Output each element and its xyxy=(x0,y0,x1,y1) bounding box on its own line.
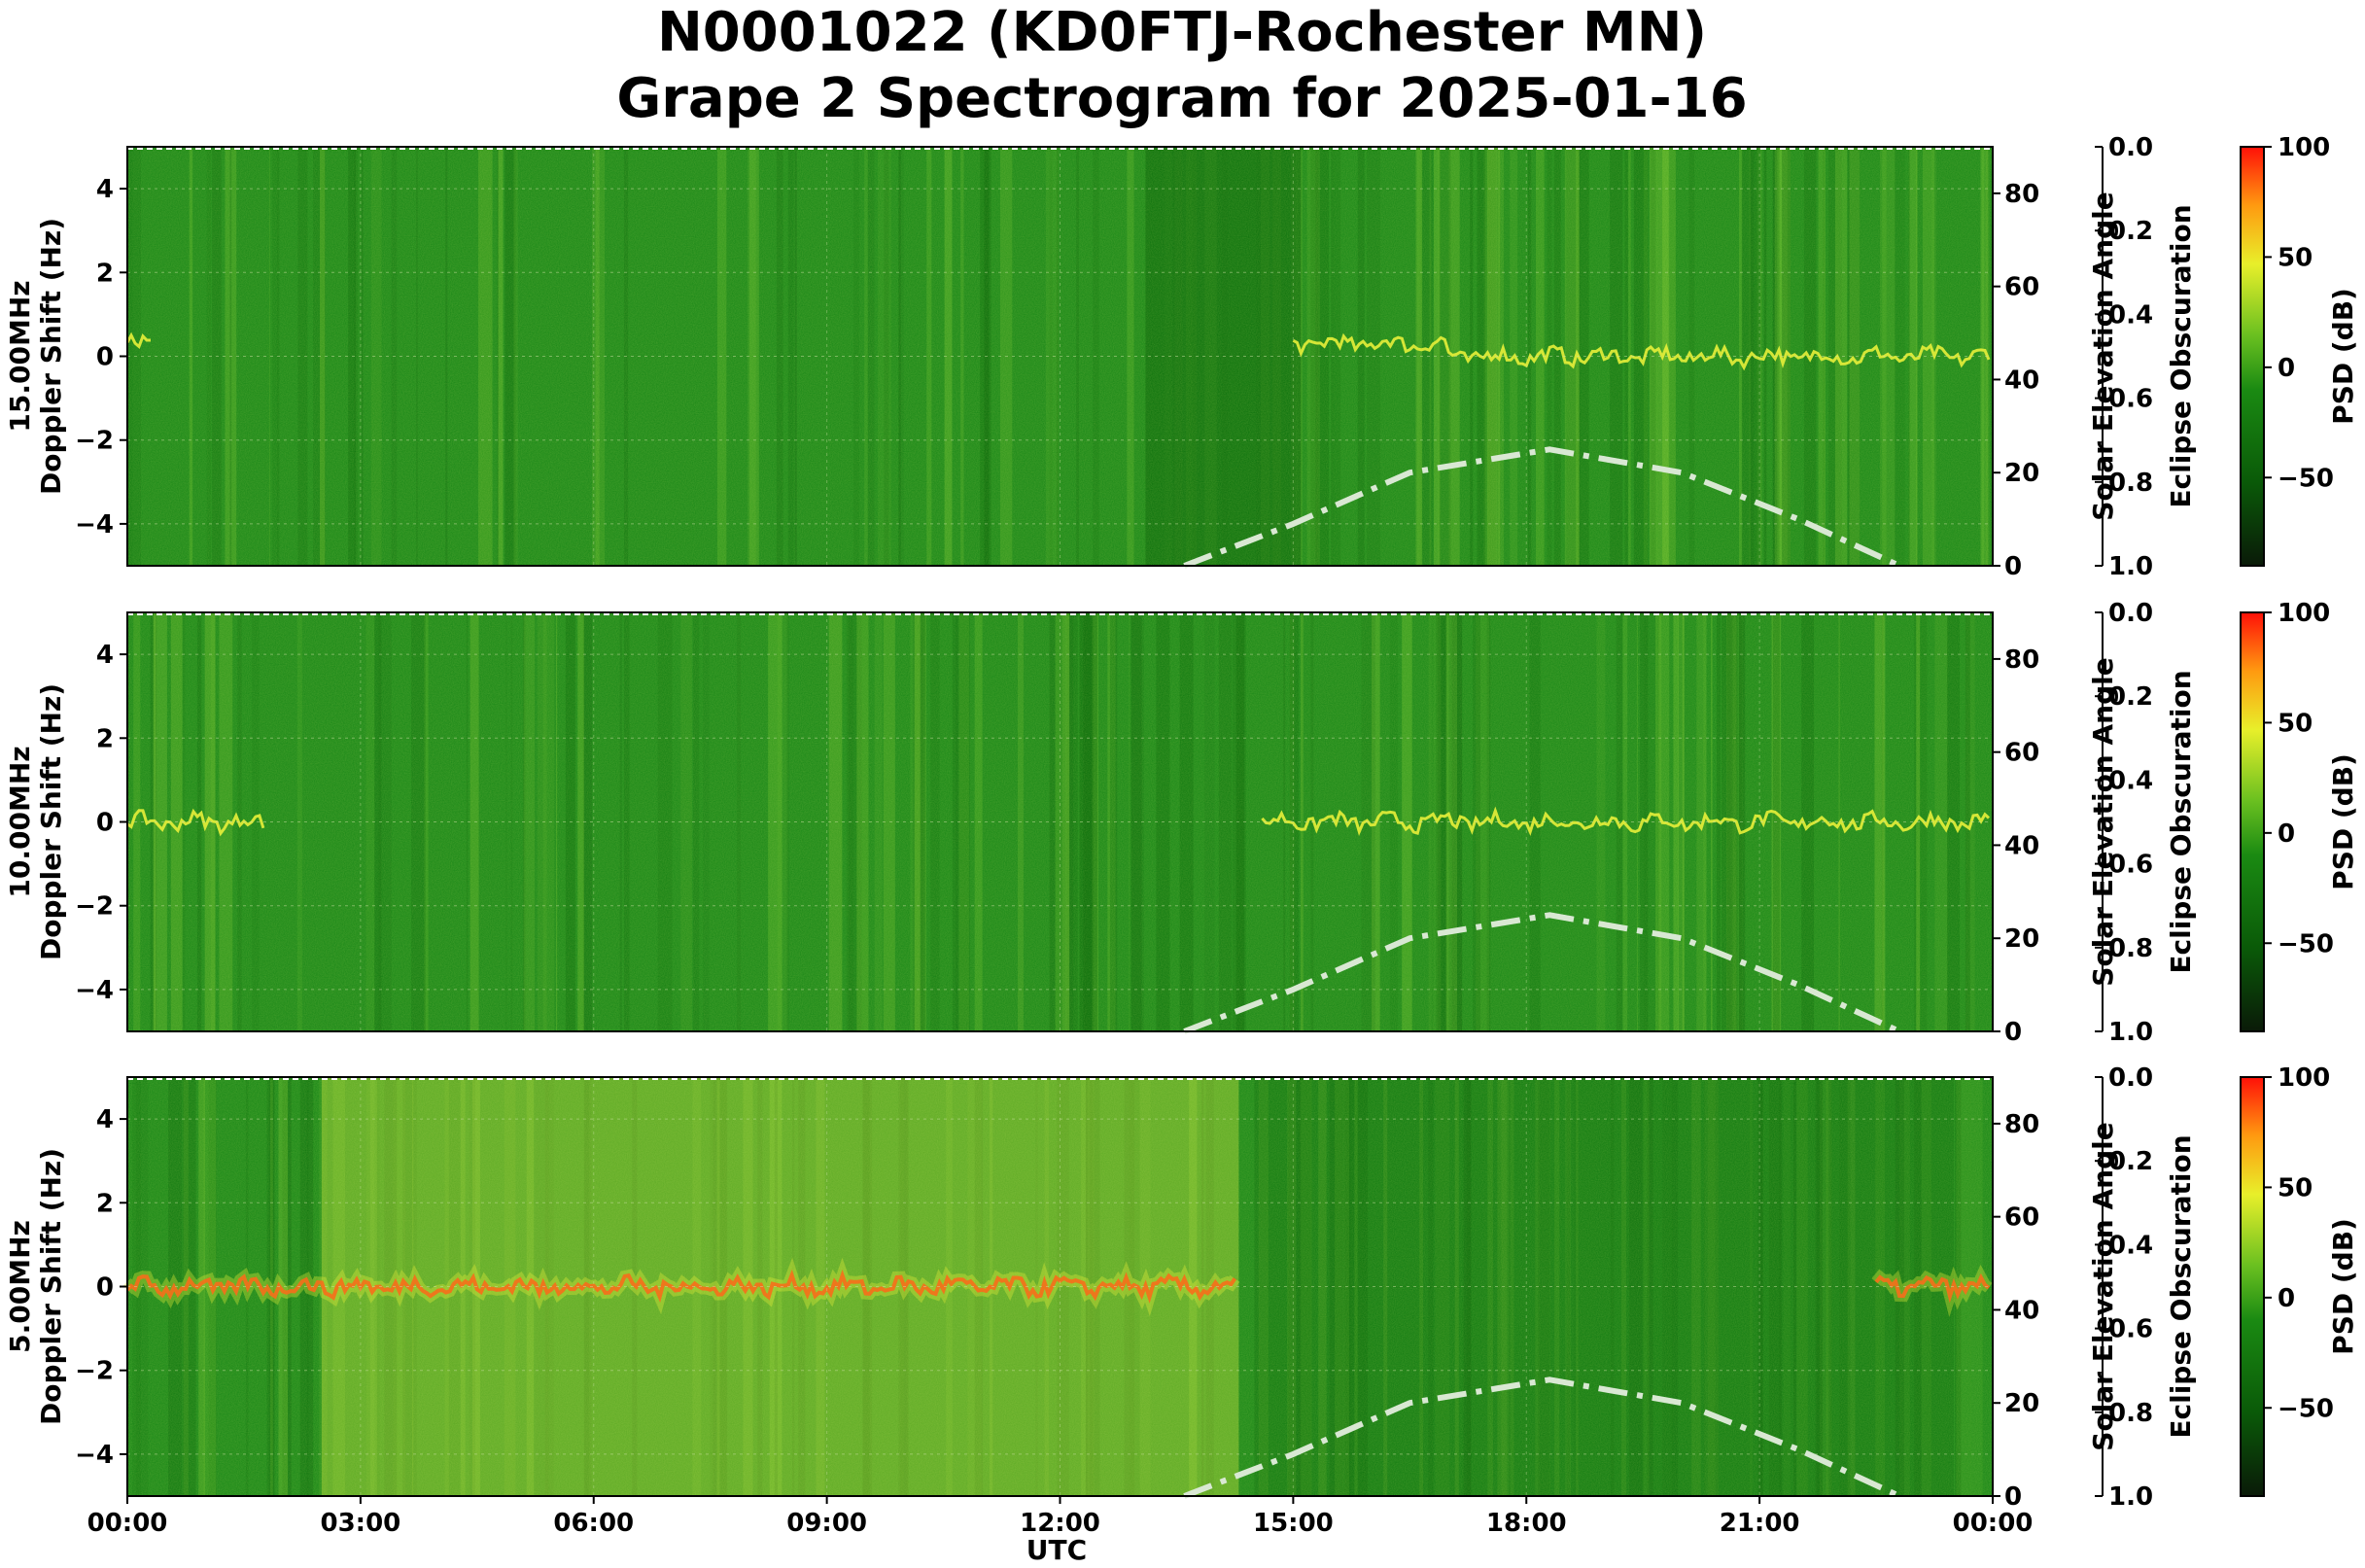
x-axis-label: UTC xyxy=(1026,1534,1087,1566)
colorbar xyxy=(2240,611,2265,1032)
panel-1: 420−2−410.00MHz Doppler Shift (Hz)0204060… xyxy=(4,599,2359,1047)
eclipse-tick-label: 0.2 xyxy=(2108,217,2153,246)
y-axis-label: Doppler Shift (Hz) xyxy=(35,683,67,960)
eclipse-tick-label: 0.0 xyxy=(2108,1063,2153,1093)
eclipse-tick-label: 0.0 xyxy=(2108,599,2153,628)
solar-tick-label: 20 xyxy=(2004,459,2039,488)
y-tick-label: 2 xyxy=(96,1189,114,1218)
colorbar-label: PSD (dB) xyxy=(2327,288,2359,425)
y-axis-label: Doppler Shift (Hz) xyxy=(35,218,67,495)
y-tick-label: −2 xyxy=(75,427,114,456)
eclipse-axis-label: Eclipse Obscuration xyxy=(2165,670,2197,973)
colorbar-tick-label: 50 xyxy=(2278,709,2313,738)
x-tick-label: 15:00 xyxy=(1253,1509,1334,1538)
frequency-label: 10.00MHz xyxy=(4,746,36,897)
colorbar-tick-label: −50 xyxy=(2278,1394,2334,1423)
chart-title-line2: Grape 2 Spectrogram for 2025-01-16 xyxy=(616,67,1747,130)
x-tick-label: 00:00 xyxy=(87,1509,168,1538)
colorbar-tick-label: 0 xyxy=(2278,354,2295,383)
x-tick-label: 12:00 xyxy=(1020,1509,1100,1538)
eclipse-tick-label: 0.6 xyxy=(2108,1315,2153,1344)
solar-elevation-curve xyxy=(1183,446,1901,569)
eclipse-tick-label: 0.2 xyxy=(2108,1147,2153,1176)
x-axis: 00:00 03:00 06:00 09:00 12:00 15:00 18:00 21:00… xyxy=(87,1496,2034,1538)
y-tick-label: −4 xyxy=(75,510,114,540)
solar-tick-label: 80 xyxy=(2004,1110,2039,1139)
eclipse-tick-label: 0.6 xyxy=(2108,385,2153,414)
x-tick-label: 21:00 xyxy=(1720,1509,1800,1538)
solar-tick-label: 20 xyxy=(2004,924,2039,954)
eclipse-tick-label: 0.2 xyxy=(2108,682,2153,712)
colorbar-label: PSD (dB) xyxy=(2327,753,2359,890)
x-tick-label: 00:00 xyxy=(1953,1509,2034,1538)
panel-0: 420−2−415.00MHz Doppler Shift (Hz)0204060… xyxy=(4,133,2359,581)
solar-tick-label: 60 xyxy=(2004,1203,2039,1233)
colorbar-tick-label: 50 xyxy=(2278,243,2313,272)
eclipse-tick-label: 0.4 xyxy=(2108,1231,2153,1260)
y-tick-label: 2 xyxy=(96,259,114,288)
frequency-label: 15.00MHz xyxy=(4,280,36,432)
doppler-trace xyxy=(125,331,1991,371)
y-tick-label: 4 xyxy=(96,175,114,204)
eclipse-tick-label: 1.0 xyxy=(2108,1018,2153,1047)
colorbar-tick-label: 100 xyxy=(2278,599,2330,628)
colorbar-tick-label: −50 xyxy=(2278,929,2334,958)
y-tick-label: 4 xyxy=(96,641,114,670)
solar-tick-label: 80 xyxy=(2004,645,2039,675)
eclipse-axis-label: Eclipse Obscuration xyxy=(2165,1134,2197,1438)
solar-tick-label: 80 xyxy=(2004,180,2039,209)
doppler-trace xyxy=(126,806,1991,837)
y-tick-label: 0 xyxy=(96,343,114,372)
colorbar xyxy=(2240,146,2265,567)
solar-tick-label: 40 xyxy=(2004,366,2039,395)
y-tick-label: 4 xyxy=(96,1105,114,1134)
x-tick-label: 18:00 xyxy=(1486,1509,1567,1538)
eclipse-tick-label: 0.4 xyxy=(2108,300,2153,330)
solar-tick-label: 60 xyxy=(2004,739,2039,768)
eclipse-tick-label: 0.8 xyxy=(2108,469,2153,498)
y-tick-label: −2 xyxy=(75,1357,114,1386)
y-tick-label: 0 xyxy=(96,809,114,838)
colorbar-tick-label: 50 xyxy=(2278,1173,2313,1202)
colorbar-tick-label: 100 xyxy=(2278,1063,2330,1093)
y-tick-label: −4 xyxy=(75,976,114,1005)
solar-tick-label: 0 xyxy=(2004,1482,2022,1512)
x-tick-label: 06:00 xyxy=(553,1509,634,1538)
y-tick-label: 0 xyxy=(96,1273,114,1303)
eclipse-tick-label: 0.8 xyxy=(2108,1399,2153,1428)
panel-2: 420−2−45.00MHz Doppler Shift (Hz)02040608… xyxy=(4,1063,2359,1512)
y-axis-label: Doppler Shift (Hz) xyxy=(35,1148,67,1425)
solar-elevation-curve xyxy=(1183,1376,1901,1499)
eclipse-axis-label: Eclipse Obscuration xyxy=(2165,204,2197,507)
x-tick-label: 09:00 xyxy=(786,1509,867,1538)
colorbar xyxy=(2240,1076,2265,1497)
eclipse-tick-label: 0.0 xyxy=(2108,133,2153,162)
eclipse-tick-label: 1.0 xyxy=(2108,552,2153,581)
chart-title-line1: N0001022 (KD0FTJ-Rochester MN) xyxy=(657,1,1707,64)
colorbar-tick-label: 100 xyxy=(2278,133,2330,162)
solar-elevation-curve xyxy=(1183,912,1901,1034)
solar-tick-label: 20 xyxy=(2004,1389,2039,1418)
eclipse-tick-label: 1.0 xyxy=(2108,1482,2153,1512)
y-tick-label: −2 xyxy=(75,892,114,922)
solar-tick-label: 0 xyxy=(2004,552,2022,581)
y-tick-label: −4 xyxy=(75,1441,114,1470)
solar-tick-label: 60 xyxy=(2004,273,2039,302)
solar-tick-label: 40 xyxy=(2004,1296,2039,1325)
frequency-label: 5.00MHz xyxy=(4,1220,36,1353)
colorbar-tick-label: 0 xyxy=(2278,819,2295,849)
eclipse-tick-label: 0.6 xyxy=(2108,851,2153,880)
eclipse-tick-label: 0.4 xyxy=(2108,766,2153,795)
solar-tick-label: 0 xyxy=(2004,1018,2022,1047)
x-tick-label: 03:00 xyxy=(320,1509,400,1538)
colorbar-tick-label: −50 xyxy=(2278,464,2334,493)
solar-tick-label: 40 xyxy=(2004,831,2039,860)
colorbar-tick-label: 0 xyxy=(2278,1284,2295,1313)
colorbar-label: PSD (dB) xyxy=(2327,1218,2359,1355)
y-tick-label: 2 xyxy=(96,724,114,753)
eclipse-tick-label: 0.8 xyxy=(2108,934,2153,963)
